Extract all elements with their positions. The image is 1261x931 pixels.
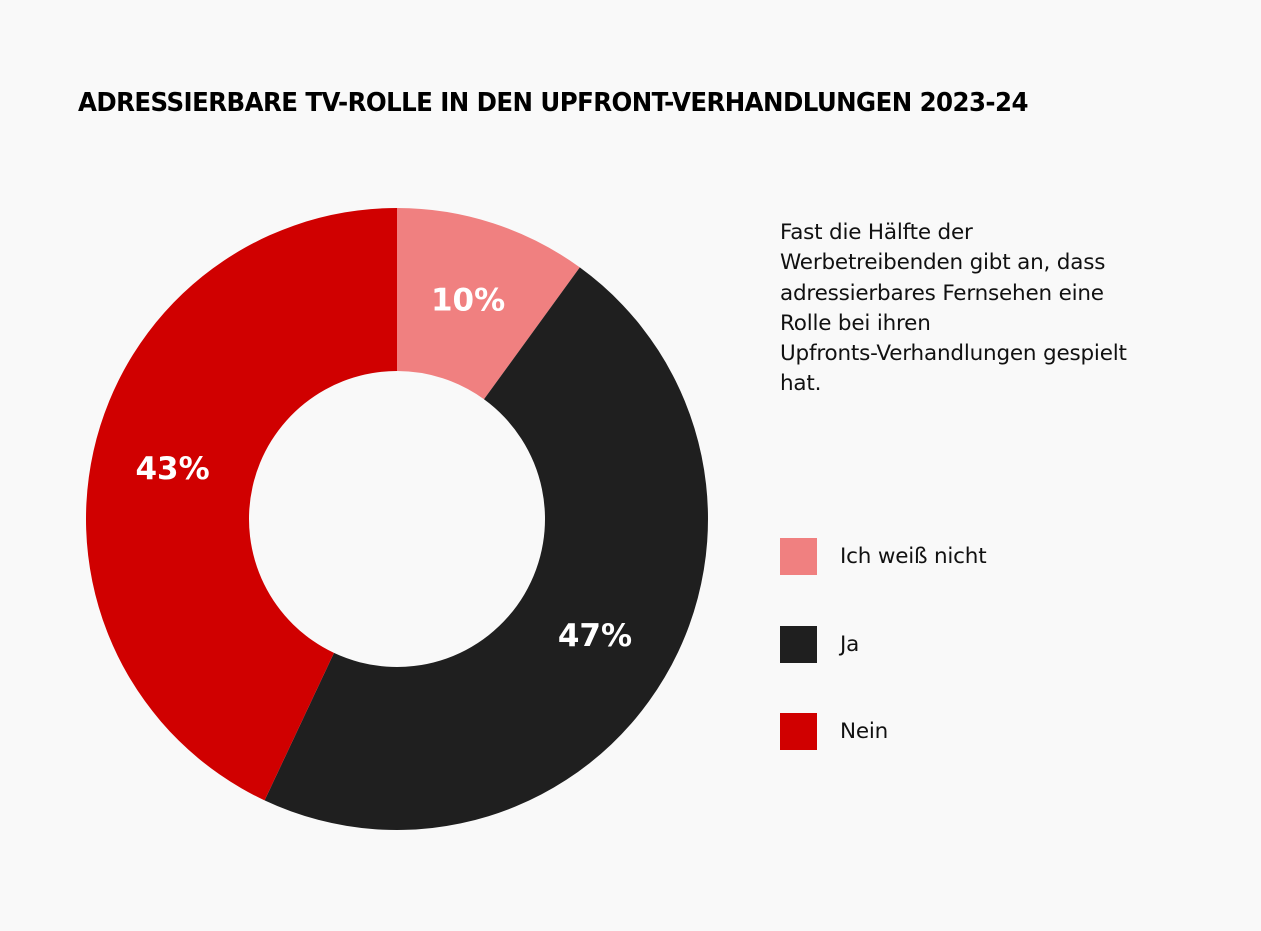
slice-value-label: 10%	[431, 282, 505, 318]
legend-item-ich-weiss-nicht: Ich weiß nicht	[780, 538, 987, 575]
donut-slice-ich-wei-nicht	[397, 208, 580, 400]
description-line: Upfronts-Verhandlungen gespielt	[780, 341, 1127, 367]
legend-swatch	[780, 626, 817, 663]
description-line: hat.	[780, 371, 822, 397]
legend-label: Nein	[840, 718, 889, 744]
donut-slices	[85, 207, 708, 830]
legend-swatch	[780, 713, 817, 750]
slice-value-label: 47%	[558, 618, 632, 654]
legend-swatch	[780, 538, 817, 575]
chart-description: Fast die Hälfte der Werbetreibenden gibt…	[780, 218, 1180, 400]
chart-title: ADRESSIERBARE TV-ROLLE IN DEN UPFRONT-VE…	[78, 88, 1028, 118]
legend-item-nein: Nein	[780, 713, 888, 750]
slice-value-label: 43%	[135, 451, 209, 487]
donut-slice-nein	[85, 207, 398, 801]
donut-slice-ja	[264, 267, 708, 830]
legend-label: Ja	[840, 631, 860, 657]
description-line: Werbetreibenden gibt an, dass	[780, 250, 1106, 276]
description-line: Fast die Hälfte der	[780, 220, 973, 245]
legend-item-ja: Ja	[780, 626, 859, 663]
legend-label: Ich weiß nicht	[840, 543, 987, 569]
description-line: adressierbares Fernsehen eine	[780, 280, 1104, 306]
donut-slice-labels: 10% 47% 43%	[135, 282, 632, 654]
description-line: Rolle bei ihren	[780, 310, 931, 336]
